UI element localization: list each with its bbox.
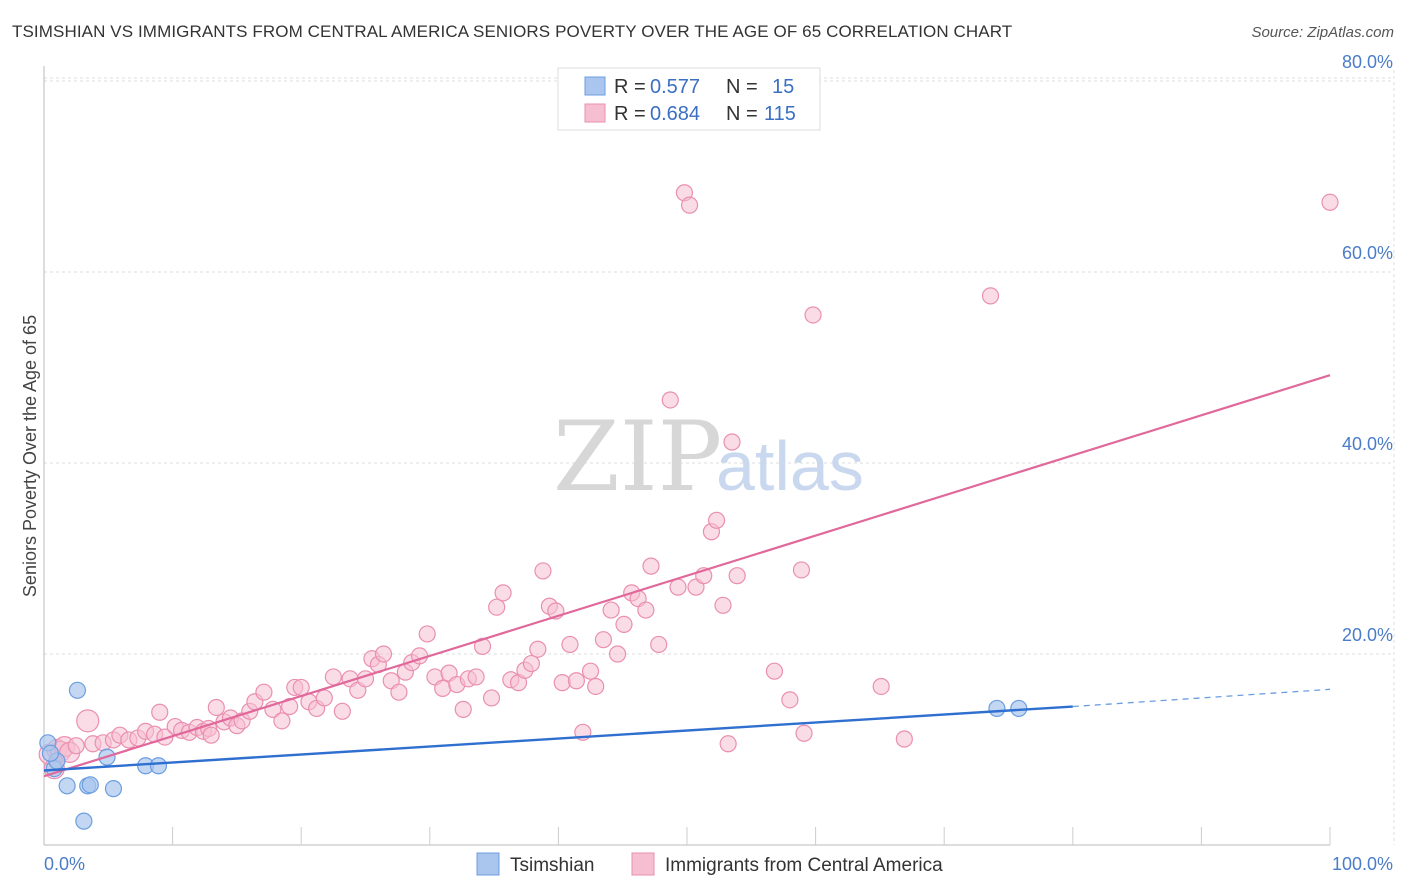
point-immigrants xyxy=(594,631,613,649)
point-immigrants xyxy=(661,391,679,409)
bottom-legend-swatch-tsimshian xyxy=(476,852,500,876)
bottom-legend: Tsimshian Immigrants from Central Americ… xyxy=(476,852,943,876)
top-legend: R = 0.577 N = 15 R = 0.684 N = 115 xyxy=(557,67,821,131)
point-immigrants xyxy=(482,689,501,707)
point-immigrants xyxy=(765,662,784,680)
point-immigrants xyxy=(804,306,822,324)
x-tick-label-max: 100.0% xyxy=(1332,854,1393,874)
y-tick-label: 40.0% xyxy=(1342,434,1393,454)
point-immigrants xyxy=(602,601,620,619)
point-immigrants xyxy=(324,668,342,686)
point-tsimshian xyxy=(68,681,87,699)
point-immigrants xyxy=(553,674,571,692)
watermark-atlas: atlas xyxy=(716,427,864,505)
point-immigrants xyxy=(467,668,485,686)
bottom-legend-label-tsimshian: Tsimshian xyxy=(510,855,594,876)
legend-swatch-tsimshian xyxy=(584,76,606,96)
series-tsimshian-points xyxy=(39,681,1028,830)
y-tick-labels: 20.0% 40.0% 60.0% 80.0% xyxy=(1342,52,1393,645)
point-immigrants xyxy=(680,196,699,214)
x-tick-label-min: 0.0% xyxy=(44,854,85,874)
bottom-legend-swatch-immigrants xyxy=(631,852,655,876)
point-immigrants xyxy=(650,635,668,654)
point-immigrants xyxy=(615,615,633,633)
y-axis-label: Seniors Poverty Over the Age of 65 xyxy=(20,315,40,597)
point-immigrants xyxy=(374,645,393,663)
point-immigrants xyxy=(581,662,600,680)
legend-n-value-2: 115 xyxy=(764,103,796,125)
point-immigrants xyxy=(781,691,799,709)
point-immigrants xyxy=(719,735,737,753)
point-immigrants xyxy=(202,726,220,744)
point-tsimshian xyxy=(75,812,93,830)
point-immigrants xyxy=(534,562,552,580)
legend-r-label-1: R = xyxy=(614,76,646,98)
point-immigrants xyxy=(728,567,746,585)
legend-r-value-2: 0.684 xyxy=(650,103,700,125)
point-immigrants xyxy=(390,683,408,701)
point-immigrants xyxy=(529,640,547,658)
point-immigrants xyxy=(561,635,579,654)
trend-lines xyxy=(43,374,1331,778)
watermark-zip: ZIP xyxy=(553,401,722,513)
point-immigrants xyxy=(273,712,291,730)
point-immigrants xyxy=(707,511,726,529)
legend-n-label-1: N = xyxy=(726,76,758,98)
point-immigrants xyxy=(714,596,732,614)
trend-line-tsimshian-extension xyxy=(1072,688,1331,708)
legend-r-value-1: 0.577 xyxy=(650,76,700,98)
point-immigrants xyxy=(207,698,225,717)
point-immigrants xyxy=(567,672,586,690)
point-immigrants xyxy=(895,730,913,748)
point-immigrants xyxy=(315,689,333,707)
source-label: Source: ZipAtlas.com xyxy=(1251,24,1394,41)
point-immigrants xyxy=(795,724,813,742)
point-tsimshian xyxy=(41,744,60,762)
point-immigrants xyxy=(151,703,169,721)
y-tick-label: 80.0% xyxy=(1342,52,1393,72)
point-immigrants xyxy=(76,709,100,733)
point-tsimshian xyxy=(988,699,1006,718)
point-tsimshian xyxy=(81,776,99,794)
point-immigrants xyxy=(454,700,472,718)
point-tsimshian xyxy=(58,777,76,795)
point-immigrants xyxy=(637,601,655,619)
legend-n-value-1: 15 xyxy=(772,76,794,98)
point-immigrants xyxy=(494,584,512,602)
y-tick-label: 60.0% xyxy=(1342,243,1393,263)
point-immigrants xyxy=(333,702,351,720)
point-immigrants xyxy=(792,561,811,579)
legend-n-label-2: N = xyxy=(726,103,758,125)
bottom-legend-label-immigrants: Immigrants from Central America xyxy=(665,855,943,876)
point-immigrants xyxy=(67,737,85,755)
series-immigrants-points xyxy=(38,184,1339,780)
y-tick-label: 20.0% xyxy=(1342,625,1393,645)
point-immigrants xyxy=(608,645,627,663)
point-immigrants xyxy=(723,433,741,451)
point-immigrants xyxy=(642,557,660,575)
watermark: ZIP atlas xyxy=(553,401,864,513)
x-tick-labels: 0.0% 100.0% xyxy=(44,854,1393,874)
point-immigrants xyxy=(434,679,452,697)
point-immigrants xyxy=(872,677,890,696)
point-immigrants xyxy=(255,683,273,701)
chart-title: TSIMSHIAN VS IMMIGRANTS FROM CENTRAL AME… xyxy=(12,22,1013,41)
point-immigrants xyxy=(669,578,687,596)
point-tsimshian xyxy=(104,780,123,798)
trend-line-immigrants xyxy=(43,374,1331,778)
point-immigrants xyxy=(981,287,1000,305)
trend-line-tsimshian xyxy=(43,705,1073,772)
point-immigrants xyxy=(522,654,540,673)
point-immigrants xyxy=(587,677,605,696)
point-immigrants xyxy=(1321,193,1339,211)
point-immigrants xyxy=(488,598,506,616)
legend-swatch-immigrants xyxy=(584,103,606,123)
point-tsimshian xyxy=(149,757,168,775)
point-immigrants xyxy=(418,625,436,643)
point-immigrants xyxy=(292,678,310,697)
axes xyxy=(43,66,1331,846)
legend-r-label-2: R = xyxy=(614,103,646,125)
